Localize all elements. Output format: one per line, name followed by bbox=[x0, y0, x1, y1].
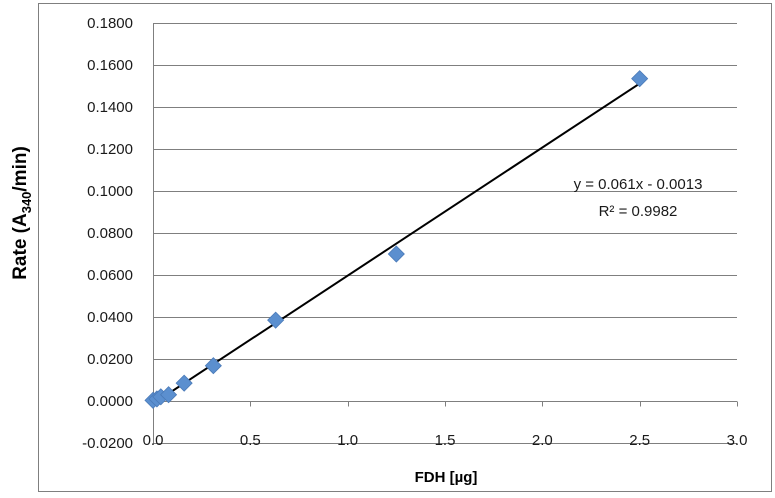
x-tick-label-4: 2.0 bbox=[532, 432, 553, 449]
y-tick-label-4: 0.0600 bbox=[87, 267, 133, 284]
data-point-5 bbox=[204, 357, 222, 375]
y-tick-label-1: 0.0000 bbox=[87, 393, 133, 410]
x-tick-label-3: 1.5 bbox=[435, 432, 456, 449]
chart-frame bbox=[38, 3, 772, 492]
data-point-6 bbox=[267, 311, 285, 329]
trendline bbox=[152, 82, 641, 405]
x-tick-label-2: 1.0 bbox=[337, 432, 358, 449]
y-axis-title-end: /min) bbox=[10, 146, 31, 191]
y-tick-label-3: 0.0400 bbox=[87, 309, 133, 326]
trendline-equation: y = 0.061x - 0.0013 bbox=[574, 176, 703, 193]
y-tick-label-8: 0.1400 bbox=[87, 99, 133, 116]
data-point-4 bbox=[175, 374, 193, 392]
y-axis-title: Rate (A340/min) bbox=[10, 146, 34, 280]
y-axis-title-subscript: 340 bbox=[19, 192, 34, 214]
y-tick-label-5: 0.0800 bbox=[87, 225, 133, 242]
y-tick-label-6: 0.1000 bbox=[87, 183, 133, 200]
x-tick-label-0: 0.0 bbox=[143, 432, 164, 449]
r-squared-label: R² = 0.9982 bbox=[599, 203, 678, 220]
y-tick-label-10: 0.1800 bbox=[87, 15, 133, 32]
y-tick-label-9: 0.1600 bbox=[87, 57, 133, 74]
x-axis-title: FDH [µg] bbox=[415, 469, 478, 486]
data-point-3 bbox=[160, 386, 178, 404]
x-tick-label-1: 0.5 bbox=[240, 432, 261, 449]
y-tick-labels: -0.0200 0.0000 0.0200 0.0400 0.0600 0.0800 0.1… bbox=[82, 15, 133, 452]
data-point-7 bbox=[387, 245, 405, 263]
trendline-group bbox=[152, 82, 641, 405]
x-tick-label-6: 3.0 bbox=[727, 432, 748, 449]
x-tick-labels: 0.0 0.5 1.0 1.5 2.0 2.5 3.0 bbox=[143, 432, 748, 449]
y-tick-label-7: 0.1200 bbox=[87, 141, 133, 158]
y-tick-label-0: -0.0200 bbox=[82, 435, 133, 452]
y-axis-title-main: Rate (A bbox=[10, 213, 31, 280]
data-point-8 bbox=[631, 70, 649, 88]
y-tick-label-2: 0.0200 bbox=[87, 351, 133, 368]
x-tick-label-5: 2.5 bbox=[629, 432, 650, 449]
grid-lines bbox=[153, 23, 738, 444]
data-points bbox=[144, 70, 649, 409]
